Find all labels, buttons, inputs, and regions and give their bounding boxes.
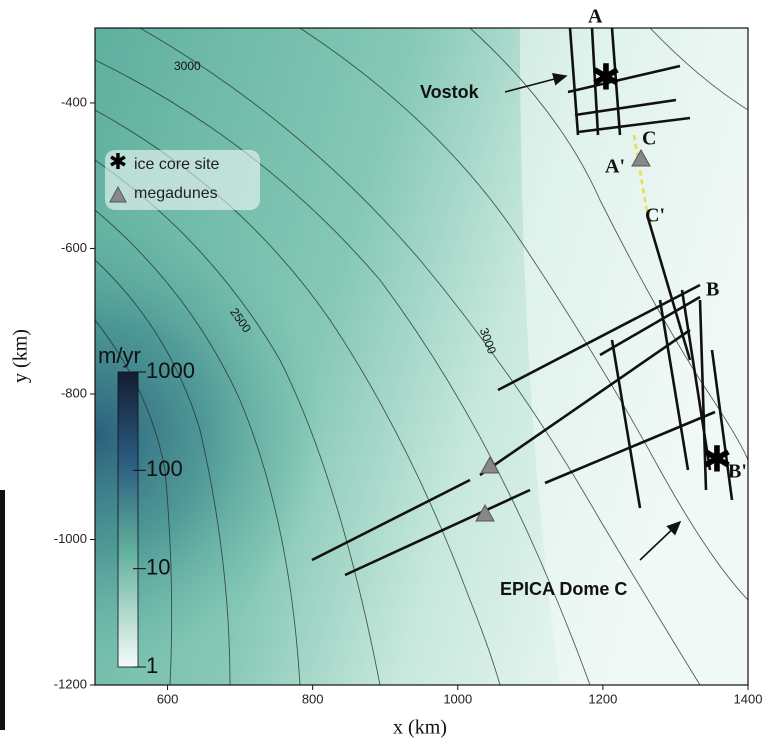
- map-area: [95, 28, 748, 685]
- edge-bar: [0, 490, 5, 730]
- y-tick-label: -400: [61, 94, 87, 109]
- colorbar-tick-label: 10: [146, 554, 170, 579]
- x-tick-label: 800: [302, 691, 324, 706]
- profile-label: A: [588, 6, 603, 28]
- colorbar: [118, 372, 138, 667]
- contour-label: 3000: [174, 59, 201, 73]
- legend-label: megadunes: [134, 185, 218, 202]
- legend-label: ice core site: [134, 156, 219, 173]
- profile-label: B': [728, 461, 747, 483]
- y-tick-label: -1200: [54, 676, 87, 691]
- y-axis-label: y (km): [10, 329, 32, 383]
- site-label: EPICA Dome C: [500, 579, 627, 599]
- y-tick-label: -800: [61, 385, 87, 400]
- profile-label: B: [706, 279, 719, 301]
- x-tick-label: 600: [157, 691, 179, 706]
- x-tick-label: 1200: [588, 691, 617, 706]
- profile-label: C': [645, 205, 665, 227]
- figure: ✱ ice core site megadunes ✱ ✱ Vostok EPI…: [0, 0, 766, 741]
- colorbar-tick-label: 100: [146, 456, 183, 481]
- x-tick-label: 1000: [443, 691, 472, 706]
- x-tick-label: 1400: [734, 691, 763, 706]
- y-tick-label: -600: [61, 240, 87, 255]
- ice-core-star: ✱: [591, 57, 621, 98]
- profile-label: C: [642, 128, 656, 150]
- y-tick-label: -1000: [54, 531, 87, 546]
- colorbar-tick-label: 1: [146, 653, 158, 678]
- colorbar-label: m/yr: [98, 343, 141, 368]
- colorbar-tick-label: 1000: [146, 358, 195, 383]
- profile-label: A': [605, 156, 625, 178]
- x-axis-label: x (km): [393, 717, 447, 739]
- site-label: Vostok: [420, 82, 480, 102]
- legend-star: ✱: [109, 149, 127, 174]
